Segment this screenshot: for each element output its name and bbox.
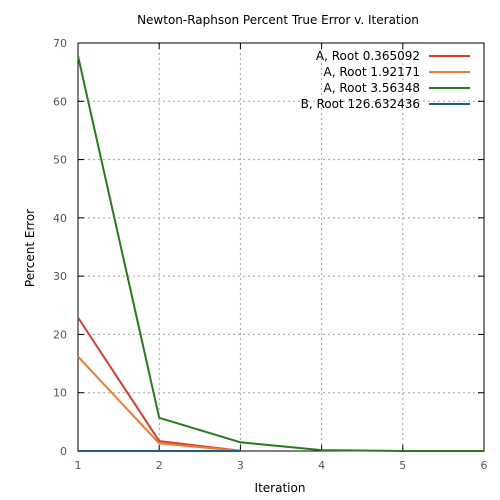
x-axis-title: Iteration bbox=[255, 481, 306, 495]
y-tick-label: 30 bbox=[53, 270, 67, 283]
x-tick-label: 1 bbox=[75, 459, 82, 472]
legend-label: A, Root 1.92171 bbox=[324, 65, 420, 79]
x-tick-label: 6 bbox=[481, 459, 488, 472]
x-tick-label: 2 bbox=[156, 459, 163, 472]
y-axis-title: Percent Error bbox=[23, 209, 37, 287]
y-tick-label: 20 bbox=[53, 328, 67, 341]
gridlines bbox=[78, 43, 484, 451]
y-tick-label: 10 bbox=[53, 387, 67, 400]
legend: A, Root 0.365092 A, Root 1.92171 A, Root 3… bbox=[301, 49, 470, 111]
y-tick-label: 50 bbox=[53, 154, 67, 167]
legend-label: A, Root 3.56348 bbox=[324, 81, 420, 95]
legend-label: A, Root 0.365092 bbox=[316, 49, 420, 63]
series-line-3 bbox=[77, 55, 484, 452]
x-tick-label: 3 bbox=[237, 459, 244, 472]
y-tick-label: 60 bbox=[53, 95, 67, 108]
x-tick-label: 4 bbox=[318, 459, 325, 472]
y-tick-label: 40 bbox=[53, 212, 67, 225]
series bbox=[77, 55, 484, 452]
x-tick-label: 5 bbox=[399, 459, 406, 472]
y-tick-label: 70 bbox=[53, 37, 67, 50]
y-tick-label: 0 bbox=[60, 445, 67, 458]
series-line-2 bbox=[77, 355, 241, 452]
chart-title: Newton-Raphson Percent True Error v. Ite… bbox=[137, 13, 419, 27]
plot-frame bbox=[77, 42, 485, 452]
legend-label: B, Root 126.632436 bbox=[301, 97, 420, 111]
